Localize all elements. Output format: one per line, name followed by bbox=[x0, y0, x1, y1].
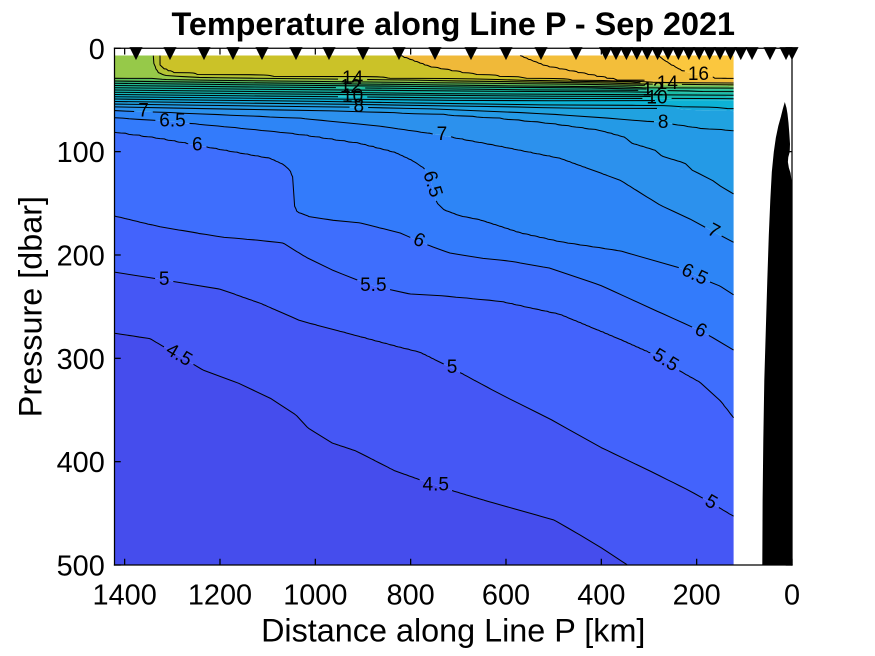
svg-text:0: 0 bbox=[784, 579, 800, 611]
svg-text:1200: 1200 bbox=[188, 579, 252, 611]
svg-text:Distance along Line P [km]: Distance along Line P [km] bbox=[261, 612, 645, 648]
svg-text:200: 200 bbox=[673, 579, 721, 611]
svg-text:Pressure [dbar]: Pressure [dbar] bbox=[13, 196, 49, 417]
svg-text:6.5: 6.5 bbox=[159, 111, 185, 132]
svg-text:7: 7 bbox=[138, 101, 149, 122]
svg-text:300: 300 bbox=[57, 344, 105, 376]
svg-text:5: 5 bbox=[447, 357, 458, 378]
svg-text:10: 10 bbox=[342, 86, 363, 107]
svg-text:8: 8 bbox=[354, 96, 365, 117]
svg-text:8: 8 bbox=[658, 112, 669, 133]
svg-text:14: 14 bbox=[342, 68, 364, 89]
svg-text:200: 200 bbox=[57, 240, 105, 272]
svg-text:12: 12 bbox=[642, 79, 663, 100]
svg-text:800: 800 bbox=[387, 579, 435, 611]
svg-text:1000: 1000 bbox=[283, 579, 347, 611]
svg-text:400: 400 bbox=[577, 579, 625, 611]
svg-text:16: 16 bbox=[688, 64, 709, 85]
svg-text:600: 600 bbox=[482, 579, 530, 611]
svg-text:10: 10 bbox=[646, 87, 667, 108]
svg-text:4.5: 4.5 bbox=[423, 474, 449, 495]
svg-text:0: 0 bbox=[89, 34, 105, 66]
svg-text:100: 100 bbox=[57, 137, 105, 169]
svg-text:12: 12 bbox=[340, 77, 361, 98]
svg-text:500: 500 bbox=[57, 550, 105, 582]
svg-text:7: 7 bbox=[437, 124, 448, 145]
svg-text:14: 14 bbox=[657, 73, 679, 94]
svg-text:5: 5 bbox=[159, 269, 170, 290]
svg-text:400: 400 bbox=[57, 447, 105, 479]
svg-text:5.5: 5.5 bbox=[360, 275, 386, 296]
svg-text:Temperature along Line P - Sep: Temperature along Line P - Sep 2021 bbox=[172, 6, 735, 42]
svg-text:1400: 1400 bbox=[93, 579, 157, 611]
svg-text:6: 6 bbox=[192, 134, 203, 155]
